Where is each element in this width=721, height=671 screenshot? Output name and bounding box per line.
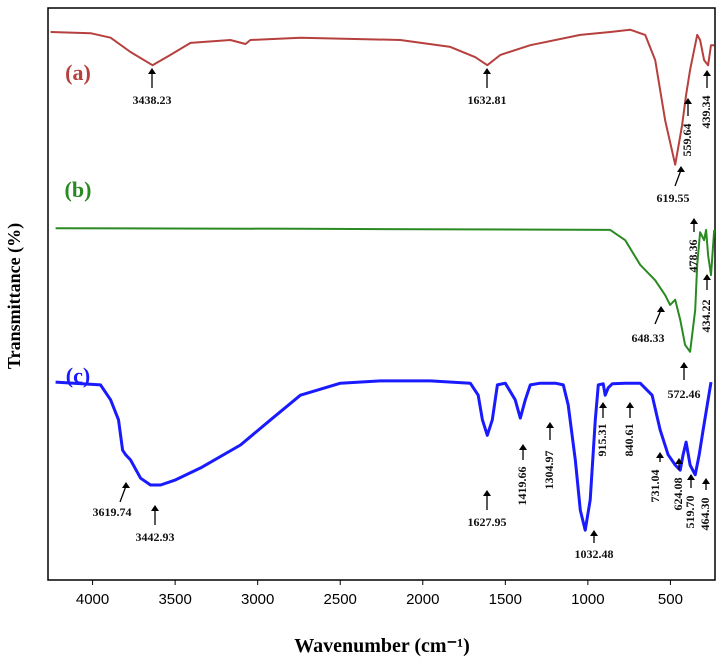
peak-label: 1627.95 xyxy=(468,515,507,529)
x-tick-label: 4000 xyxy=(76,591,109,608)
peak-label: 464.30 xyxy=(698,498,712,531)
arrow-head xyxy=(122,482,130,488)
x-tick-label: 2500 xyxy=(324,591,357,608)
peak-arrow xyxy=(119,485,127,503)
arrow-head xyxy=(599,402,607,408)
x-tick-label: 1500 xyxy=(489,591,522,608)
peak-label: 840.61 xyxy=(622,424,636,457)
spectrum-line xyxy=(55,379,713,532)
series-label: (c) xyxy=(66,363,90,388)
x-axis-label: Wavenumber (cm⁻¹) xyxy=(294,635,470,657)
arrow-head xyxy=(483,68,491,74)
arrow-head xyxy=(680,362,688,368)
peak-label: 439.34 xyxy=(699,96,713,129)
x-tick-label: 500 xyxy=(658,591,683,608)
arrow-head xyxy=(483,490,491,496)
peak-label: 519.70 xyxy=(683,496,697,529)
peak-label: 1032.48 xyxy=(575,547,614,561)
arrow-head xyxy=(703,274,711,280)
spectrum-line xyxy=(50,28,715,166)
arrow-head xyxy=(546,422,554,428)
peak-label: 648.33 xyxy=(632,331,665,345)
series-label: (b) xyxy=(65,177,92,202)
x-tick-label: 3500 xyxy=(158,591,191,608)
plot-frame xyxy=(47,7,716,581)
peak-label: 915.31 xyxy=(595,424,609,457)
peak-label: 619.55 xyxy=(657,191,690,205)
arrow-head xyxy=(675,458,683,464)
peak-label: 1304.97 xyxy=(542,451,556,490)
x-tick-label: 3000 xyxy=(241,591,274,608)
peak-label: 434.22 xyxy=(699,300,713,333)
series-label: (a) xyxy=(65,60,91,85)
peak-label: 559.64 xyxy=(680,124,694,157)
peak-label: 624.08 xyxy=(671,478,685,511)
x-tick-label: 2000 xyxy=(406,591,439,608)
arrow-head xyxy=(151,505,159,511)
arrow-head xyxy=(687,474,695,480)
arrow-head xyxy=(690,218,698,224)
arrow-head xyxy=(590,530,598,536)
peak-label: 731.04 xyxy=(648,470,662,503)
peak-label: 3442.93 xyxy=(136,530,175,544)
peak-label: 572.46 xyxy=(668,387,701,401)
peak-label: 1632.81 xyxy=(468,93,507,107)
arrow-head xyxy=(519,444,527,450)
peak-arrow xyxy=(654,309,662,325)
y-axis-label: Transmittance (%) xyxy=(4,223,25,369)
arrow-head xyxy=(657,306,665,312)
peak-label: 3619.74 xyxy=(93,505,132,519)
arrow-head xyxy=(148,68,156,74)
arrow-head xyxy=(677,166,685,172)
spectrum-line xyxy=(55,227,716,353)
arrow-head xyxy=(684,98,692,104)
peak-label: 478.36 xyxy=(686,240,700,273)
peak-label: 3438.23 xyxy=(133,93,172,107)
x-tick-label: 1000 xyxy=(571,591,604,608)
arrow-head xyxy=(626,402,634,408)
peak-arrow xyxy=(674,169,682,187)
peak-label: 1419.66 xyxy=(515,467,529,506)
arrow-head xyxy=(656,452,664,458)
arrow-head xyxy=(702,478,710,484)
arrow-head xyxy=(703,70,711,76)
